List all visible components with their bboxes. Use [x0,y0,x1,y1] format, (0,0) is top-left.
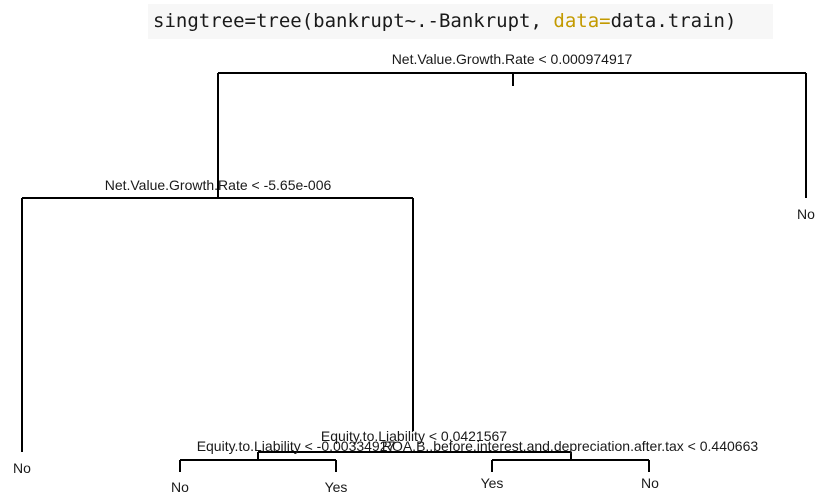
leaf-rr: No [641,475,659,491]
lower-right-split-edge [491,459,650,472]
leaf-far-left: No [13,460,31,476]
left-split-edge [21,197,414,452]
root-split-label: Net.Value.Growth.Rate < 0.000974917 [392,51,633,67]
code-text-1: singtree=tree(bankrupt~.-Bankrupt, [153,10,554,32]
leaf-far-right: No [797,206,815,222]
lower-left-split-edge [179,459,337,472]
leaf-lr: Yes [325,479,348,495]
code-text-2: data.train) [610,10,737,32]
code-keyword: data= [553,10,611,32]
leaf-ll: No [171,479,189,495]
left-split-label: Net.Value.Growth.Rate < -5.65e-006 [105,177,332,193]
mid-split-edge [257,451,572,460]
mid-left-split-label: Equity.to.Liability < -0.00334927 [197,438,396,454]
code-snippet: singtree=tree(bankrupt~.-Bankrupt, data=… [148,4,773,39]
leaf-rl: Yes [481,475,504,491]
mid-right-split-label: ROA.B..before.interest.and.depreciation.… [382,438,759,454]
mid-split-label: Equity.to.Liability < 0.0421567 [321,428,507,444]
root-edge [217,72,807,198]
